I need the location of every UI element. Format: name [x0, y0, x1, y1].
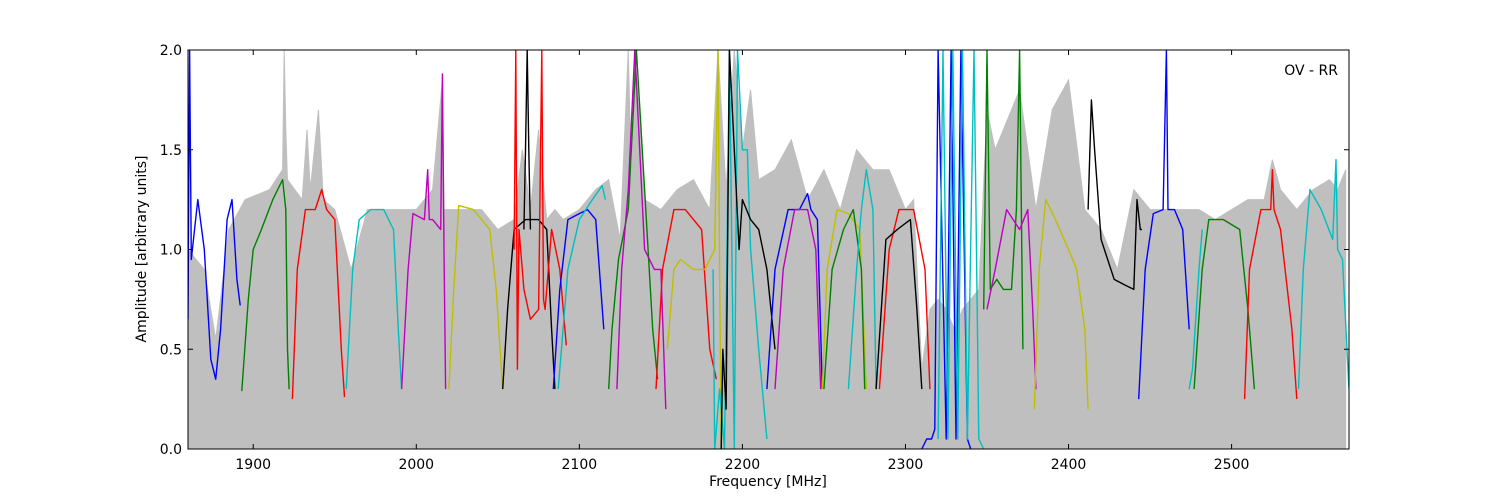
- series-line-22: [847, 168, 877, 390]
- series-line-26: [937, 50, 985, 449]
- series-line-28: [986, 208, 1037, 390]
- x-tick-label: 2500: [1214, 457, 1250, 473]
- series-line-17: [720, 50, 776, 449]
- series-line-8: [513, 50, 567, 370]
- y-tick-label: 2.0: [160, 43, 182, 59]
- series-line-6: [448, 204, 504, 390]
- series-line-10: [552, 208, 605, 390]
- y-tick-label: 1.0: [160, 243, 182, 259]
- y-tick-label: 1.5: [160, 143, 182, 159]
- series-line-13: [616, 50, 667, 410]
- series-line-30: [1087, 99, 1142, 291]
- series-line-3: [291, 188, 346, 400]
- series-line-18: [766, 192, 823, 390]
- x-tick-label: 2100: [562, 457, 598, 473]
- series-line-9: [523, 50, 532, 230]
- series-line-34: [1243, 168, 1298, 400]
- data-layer: [188, 50, 1349, 449]
- series-line-16: [712, 50, 768, 449]
- x-tick-label: 1900: [235, 457, 271, 473]
- series-line-2: [241, 178, 290, 392]
- series-line-23: [878, 208, 931, 390]
- series-line-4: [345, 208, 403, 390]
- series-line-32: [1188, 229, 1203, 390]
- series-line-12: [608, 50, 659, 390]
- series-line-24: [875, 218, 923, 390]
- series-line-21: [823, 208, 866, 390]
- y-axis-title: Amplitude [arbitrary units]: [134, 156, 150, 343]
- y-tick-label: 0.5: [160, 342, 182, 358]
- series-line-15: [666, 50, 722, 449]
- ticks-layer: 1900 2000 2100 2200 2300 2400 2500 0.0 0.5 1.0 1.5…: [160, 43, 1349, 473]
- y-tick-label: 0.0: [160, 442, 182, 458]
- series-line-1: [188, 50, 241, 380]
- series-line-27: [983, 50, 1024, 350]
- series-line-11: [557, 184, 607, 390]
- x-tick-label: 2000: [398, 457, 434, 473]
- series-line-29: [1033, 198, 1089, 410]
- series-line-7: [502, 218, 556, 390]
- chart-annotation: OV - RR: [1284, 63, 1338, 79]
- x-tick-label: 2400: [1051, 457, 1087, 473]
- series-line-5: [400, 73, 447, 390]
- series-line-25: [921, 50, 972, 449]
- series-line-31: [1138, 50, 1190, 400]
- series-line-14: [655, 208, 717, 390]
- x-tick-label: 2300: [888, 457, 924, 473]
- series-line-19: [774, 208, 822, 390]
- x-axis-title: Frequency [MHz]: [709, 474, 827, 490]
- series-line-20: [821, 208, 867, 390]
- x-tick-label: 2200: [725, 457, 761, 473]
- series-line-35: [1297, 158, 1349, 390]
